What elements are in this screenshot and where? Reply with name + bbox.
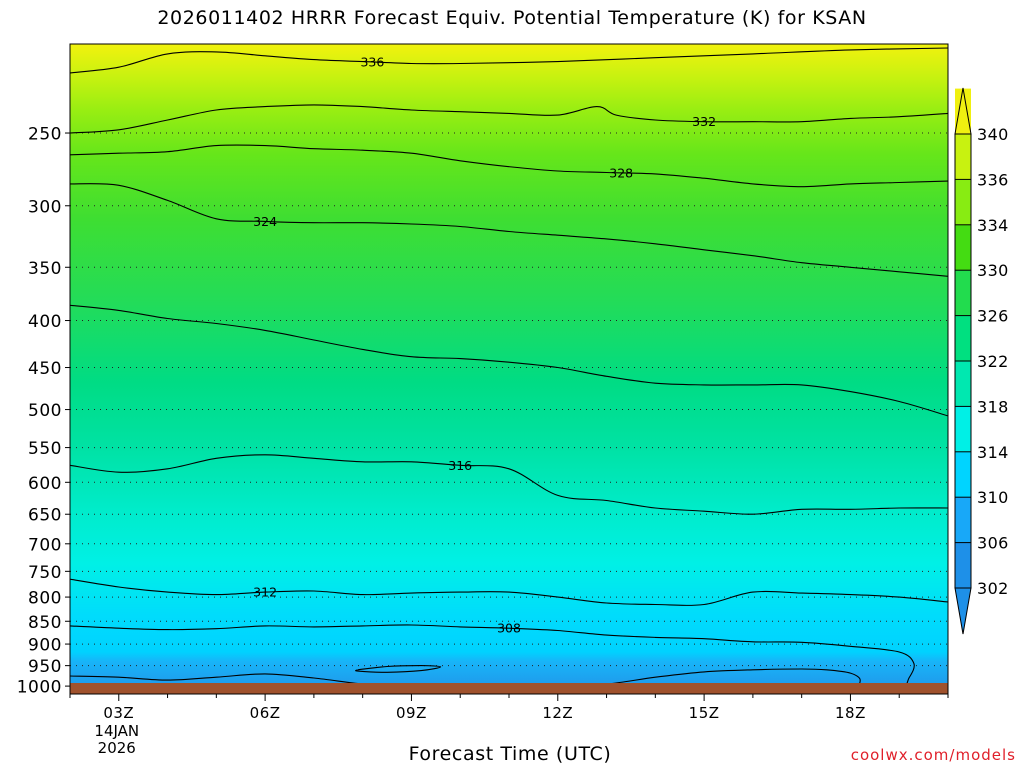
- colorbar-segment-0: [955, 542, 971, 588]
- x-tick-label-18Z: 18Z: [835, 704, 866, 722]
- colorbar-segment-4: [955, 361, 971, 407]
- y-tick-label-1000: 1000: [17, 678, 62, 698]
- colorbar: 302 306 310 314 318 322 326 330 334 336 340: [954, 87, 1009, 635]
- y-axis: 250 300 350 400 450 500 550 600 650 700 750 800 850 9…: [17, 125, 70, 698]
- contour-332-1: [70, 104, 948, 134]
- colorbar-segment-7: [955, 224, 971, 271]
- y-tick-label-550: 550: [28, 439, 62, 459]
- colorbar-segment-9: [955, 134, 971, 180]
- theta-e-field: [70, 44, 948, 694]
- y-tick-label-400: 400: [28, 312, 62, 332]
- contour-304-9: [355, 665, 442, 673]
- y-tick-label-300: 300: [28, 197, 62, 217]
- x-tick-label-06Z: 06Z: [250, 704, 281, 722]
- contour-320-4: [70, 304, 948, 417]
- colorbar-label-334: 334: [977, 216, 1009, 235]
- contour-label-308: 308: [497, 621, 521, 636]
- contour-316-5: [70, 454, 948, 515]
- x-tick-sublabel: 14JAN: [94, 722, 139, 740]
- y-tick-label-350: 350: [28, 259, 62, 279]
- y-tick-label-250: 250: [28, 125, 62, 145]
- x-tick-label-09Z: 09Z: [396, 704, 427, 722]
- y-tick-label-800: 800: [28, 589, 62, 609]
- x-tick-label-03Z: 03Z: [103, 704, 134, 722]
- x-axis-label: Forecast Time (UTC): [408, 743, 612, 765]
- colorbar-label-326: 326: [977, 307, 1009, 326]
- contour-328-2: [70, 144, 948, 188]
- colorbar-extend-bottom: [954, 587, 972, 635]
- field-background: [70, 44, 948, 694]
- colorbar-label-336: 336: [977, 170, 1009, 189]
- y-tick-label-850: 850: [28, 613, 62, 633]
- page-title: 2026011402 HRRR Forecast Equiv. Potentia…: [157, 7, 867, 29]
- y-tick-label-700: 700: [28, 535, 62, 555]
- colorbar-label-314: 314: [977, 443, 1009, 462]
- colorbar-segment-6: [955, 270, 971, 316]
- colorbar-label-306: 306: [977, 534, 1009, 553]
- contour-label-312: 312: [253, 585, 277, 600]
- credit-text: coolwx.com/models: [850, 746, 1016, 764]
- colorbar-label-322: 322: [977, 352, 1009, 371]
- ground-strip: [70, 683, 948, 694]
- pressure-gridlines: [70, 132, 948, 687]
- y-tick-label-600: 600: [28, 474, 62, 494]
- y-tick-label-450: 450: [28, 359, 62, 379]
- x-tick-label-15Z: 15Z: [689, 704, 720, 722]
- contour-label-332: 332: [692, 114, 716, 129]
- colorbar-label-318: 318: [977, 397, 1009, 416]
- y-tick-label-900: 900: [28, 636, 62, 656]
- y-tick-label-500: 500: [28, 401, 62, 421]
- x-tick-label-12Z: 12Z: [542, 704, 573, 722]
- colorbar-label-302: 302: [977, 579, 1009, 598]
- colorbar-segment-8: [955, 179, 971, 225]
- contour-label-324: 324: [253, 214, 277, 229]
- contour-label-328: 328: [609, 165, 633, 180]
- colorbar-label-310: 310: [977, 488, 1009, 507]
- x-tick-sublabel: 2026: [98, 739, 136, 757]
- y-tick-label-650: 650: [28, 506, 62, 526]
- contour-lines: 336332328324316312308304: [70, 47, 948, 694]
- colorbar-label-340: 340: [977, 125, 1009, 144]
- colorbar-segment-2: [955, 451, 971, 498]
- contour-312-6: [70, 578, 948, 607]
- colorbar-segment-3: [955, 406, 971, 452]
- colorbar-segment-1: [955, 497, 971, 543]
- contour-336-0: [70, 47, 948, 74]
- y-tick-label-950: 950: [28, 657, 62, 677]
- contour-324-3: [70, 183, 948, 277]
- contour-label-316: 316: [448, 458, 472, 473]
- contour-label-336: 336: [360, 54, 384, 69]
- colorbar-label-330: 330: [977, 261, 1009, 280]
- y-tick-label-750: 750: [28, 563, 62, 583]
- colorbar-segment-5: [955, 315, 971, 361]
